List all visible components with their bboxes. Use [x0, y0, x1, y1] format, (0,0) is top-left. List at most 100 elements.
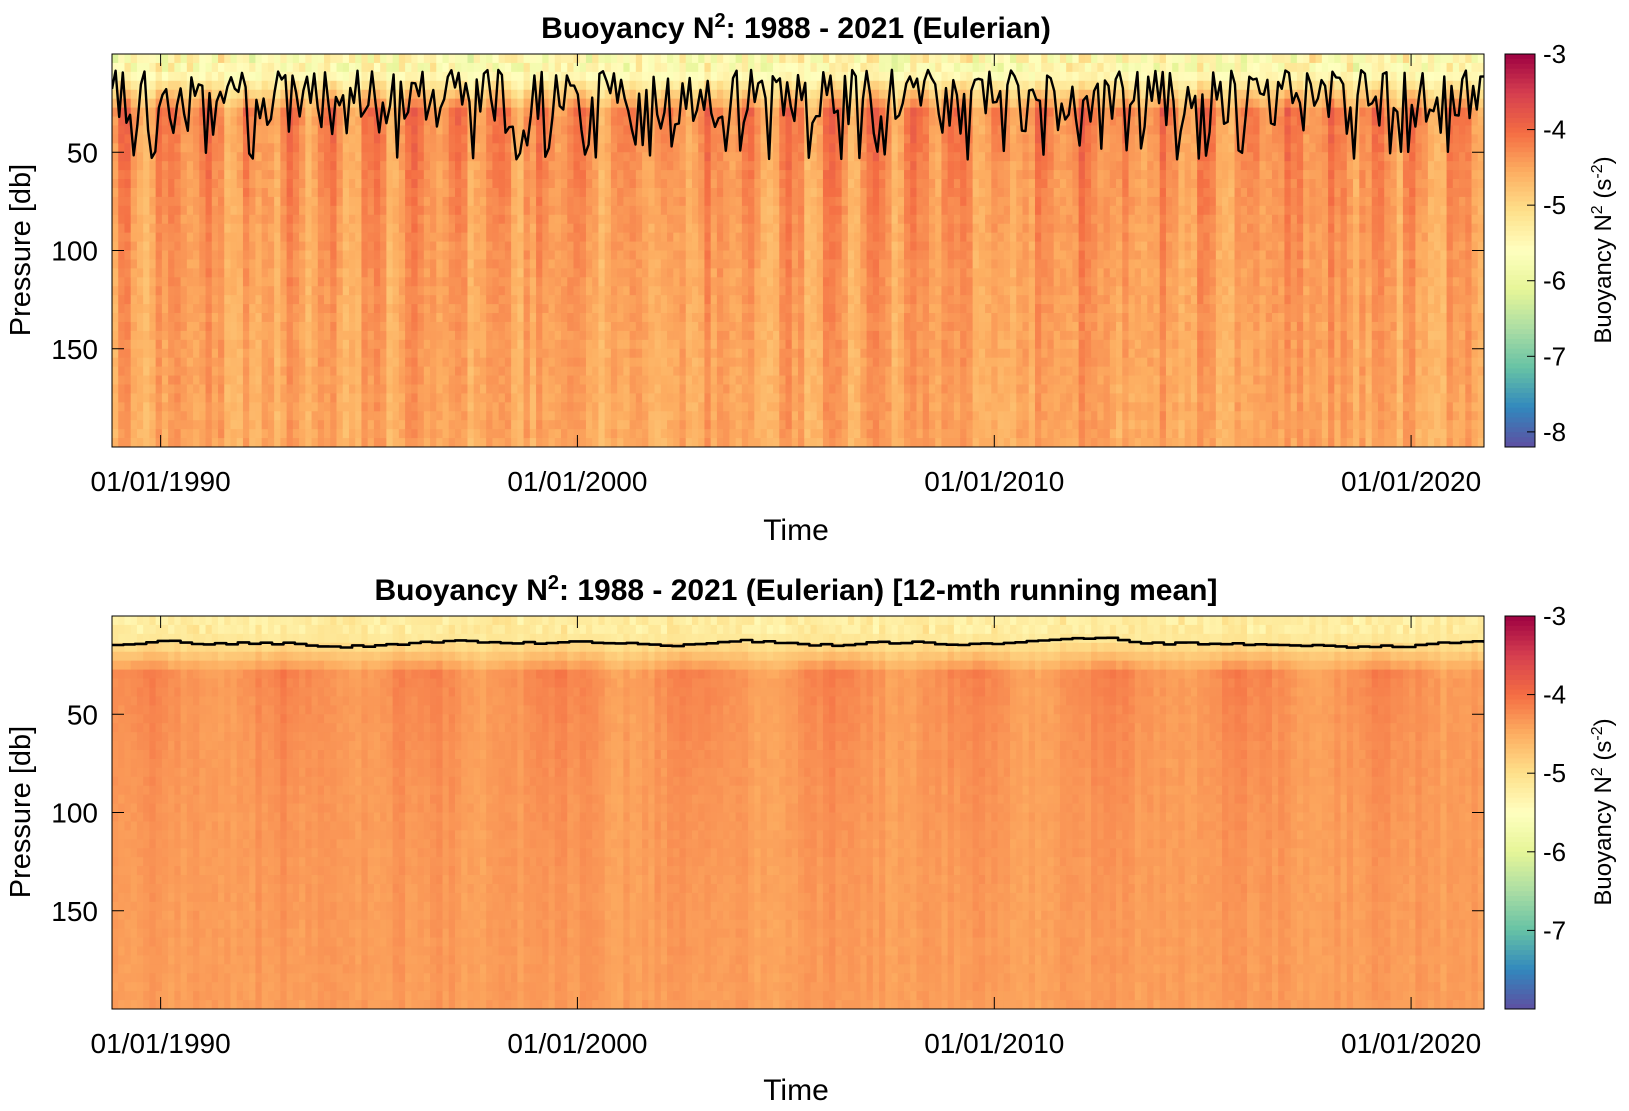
heatmap-cell [130, 187, 138, 198]
heatmap-cell [161, 259, 169, 269]
heatmap-cell [436, 402, 444, 412]
heatmap-cell [236, 187, 244, 198]
heatmap-cell [617, 161, 624, 171]
heatmap-cell [461, 259, 469, 269]
heatmap-cell [455, 304, 462, 314]
heatmap-cell [604, 313, 612, 323]
heatmap-cell [267, 286, 275, 296]
heatmap-cell [430, 295, 437, 305]
heatmap-cell [741, 152, 749, 162]
heatmap-cell [461, 241, 469, 252]
heatmap-cell [149, 214, 157, 225]
heatmap-cell [224, 277, 232, 287]
heatmap-cell [155, 125, 163, 135]
heatmap-cell [317, 393, 325, 403]
heatmap-cell [504, 411, 512, 421]
heatmap-cell [804, 402, 812, 412]
heatmap-cell [261, 196, 269, 207]
heatmap-cell [498, 357, 506, 368]
heatmap-cell [380, 125, 387, 135]
heatmap-cell [436, 375, 444, 386]
heatmap-cell [317, 384, 325, 395]
heatmap-cell [342, 89, 350, 100]
heatmap-cell [517, 223, 525, 234]
heatmap-cell [511, 384, 518, 395]
heatmap-cell [286, 170, 294, 180]
heatmap-cell [361, 170, 369, 180]
heatmap-cell [155, 54, 163, 64]
heatmap-cell [691, 170, 699, 180]
heatmap-cell [542, 250, 550, 261]
heatmap-cell [748, 268, 755, 278]
heatmap-cell [579, 384, 587, 395]
heatmap-cell [523, 384, 531, 395]
heatmap-cell [654, 438, 662, 447]
heatmap-cell [573, 259, 581, 269]
heatmap-cell [342, 313, 350, 323]
heatmap-cell [193, 438, 200, 447]
heatmap-cell [436, 232, 444, 243]
heatmap-cell [136, 134, 144, 144]
heatmap-cell [311, 277, 319, 287]
heatmap-cell [648, 420, 656, 430]
heatmap-cell [791, 375, 799, 386]
heatmap-cell [342, 411, 350, 421]
heatmap-cell [729, 232, 737, 243]
heatmap-cell [118, 339, 126, 350]
heatmap-cell [299, 250, 306, 261]
heatmap-cell [161, 402, 169, 412]
heatmap-cell [467, 366, 475, 377]
heatmap-cell [405, 277, 412, 287]
heatmap-cell [317, 241, 325, 252]
heatmap-cell [635, 143, 643, 153]
heatmap-cell [598, 420, 606, 430]
heatmap-cell [255, 89, 263, 100]
heatmap-cell [604, 304, 612, 314]
heatmap-cell [261, 268, 269, 278]
heatmap-cell [498, 313, 506, 323]
heatmap-cell [168, 152, 175, 162]
heatmap-cell [448, 375, 456, 386]
heatmap-cell [710, 161, 718, 171]
heatmap-cell [567, 393, 575, 403]
heatmap-cell [573, 62, 581, 73]
heatmap-cell [155, 241, 163, 252]
heatmap-cell [654, 259, 662, 269]
heatmap-cell [373, 223, 381, 234]
heatmap-cell [473, 357, 481, 368]
heatmap-cell [773, 214, 780, 225]
heatmap-cell [598, 71, 606, 82]
heatmap-cell [554, 250, 562, 261]
heatmap-cell [442, 205, 450, 216]
heatmap-cell [336, 179, 344, 189]
heatmap-cell [417, 339, 425, 350]
heatmap-cell [691, 402, 699, 412]
heatmap-cell [249, 62, 257, 73]
heatmap-cell [691, 438, 699, 447]
heatmap-cell [573, 179, 581, 189]
heatmap-cell [261, 339, 269, 350]
heatmap-cell [255, 420, 263, 430]
heatmap-cell [642, 286, 649, 296]
heatmap-cell [455, 205, 462, 216]
heatmap-cell [585, 54, 593, 64]
heatmap-cell [561, 116, 568, 127]
heatmap-cell [504, 205, 512, 216]
heatmap-cell [486, 286, 494, 296]
heatmap-cell [292, 196, 300, 207]
heatmap-cell [504, 161, 512, 171]
heatmap-cell [411, 438, 419, 447]
heatmap-cell [411, 143, 419, 153]
heatmap-cell [199, 232, 207, 243]
heatmap-cell [230, 107, 238, 118]
heatmap-cell [579, 250, 587, 261]
heatmap-cell [324, 304, 331, 314]
heatmap-cell [673, 241, 681, 252]
heatmap-cell [635, 62, 643, 73]
heatmap-cell [579, 268, 587, 278]
heatmap-cell [741, 196, 749, 207]
heatmap-cell [130, 304, 138, 314]
heatmap-cell [748, 348, 755, 359]
heatmap-cell [579, 286, 587, 296]
heatmap-cell [143, 214, 151, 225]
